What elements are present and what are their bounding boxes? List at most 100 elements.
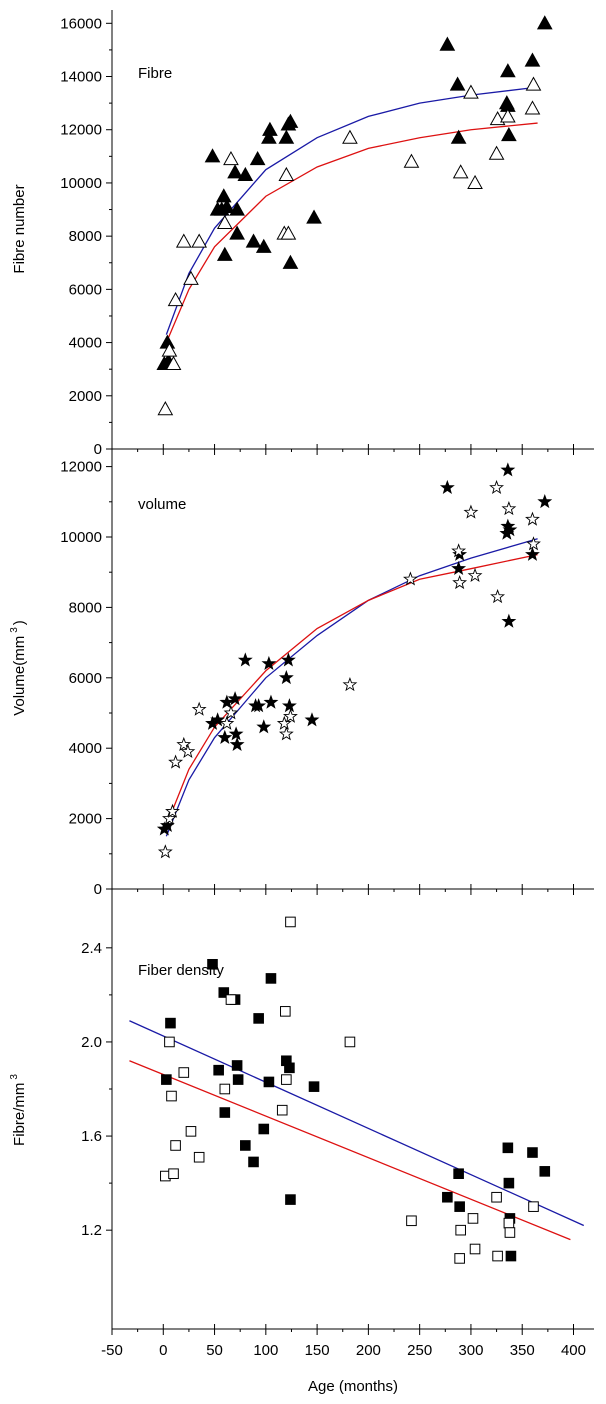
data-point-star-filled bbox=[263, 694, 279, 709]
data-point-star-filled bbox=[304, 712, 320, 727]
data-point-star-open bbox=[467, 567, 483, 583]
data-point-star-open bbox=[157, 844, 173, 859]
data-point-star-filled bbox=[280, 652, 296, 667]
data-point-star-open bbox=[525, 511, 540, 526]
data-point-triangle-open bbox=[463, 84, 479, 99]
y-tick-label: 12000 bbox=[60, 122, 102, 139]
data-point-square-filled bbox=[213, 1064, 224, 1076]
data-point-square-open bbox=[455, 1224, 466, 1236]
data-point-triangle-filled bbox=[216, 246, 233, 261]
data-point-star-open bbox=[452, 574, 468, 590]
data-point-triangle-open bbox=[280, 225, 297, 240]
data-point-square-filled bbox=[308, 1081, 320, 1092]
x-tick-label: 50 bbox=[206, 1342, 223, 1359]
data-point-square-filled bbox=[527, 1147, 538, 1158]
data-point-star-open bbox=[403, 571, 418, 586]
x-tick-label: 250 bbox=[407, 1342, 432, 1359]
data-point-square-open bbox=[285, 916, 296, 928]
y-tick-label: 14000 bbox=[60, 69, 102, 86]
data-point-star-filled bbox=[537, 493, 553, 509]
x-tick-label: 0 bbox=[159, 1342, 167, 1359]
data-point-square-filled bbox=[240, 1140, 251, 1151]
data-point-star-open bbox=[162, 810, 177, 825]
data-point-star-open bbox=[283, 708, 298, 723]
y-tick-label: 8000 bbox=[69, 228, 102, 245]
fit-line-1 bbox=[129, 1020, 585, 1227]
data-point-square-filled bbox=[207, 958, 218, 970]
data-point-triangle-filled bbox=[229, 201, 245, 216]
data-point-triangle-filled bbox=[262, 121, 278, 136]
data-point-star-open bbox=[501, 501, 517, 516]
chart-panel-2: 0 2000 4000 6000 8000 10000 12000 Volume(mm 3) vo… bbox=[9, 449, 594, 898]
data-point-triangle-open bbox=[525, 76, 542, 91]
y-tick-label: 0 bbox=[94, 881, 102, 898]
data-point-star-filled bbox=[439, 479, 455, 495]
data-point-triangle-filled bbox=[249, 150, 266, 166]
data-point-triangle-open bbox=[403, 153, 420, 168]
y-tick-label: 16000 bbox=[60, 15, 102, 32]
data-point-triangle-filled bbox=[500, 63, 516, 78]
data-point-triangle-open bbox=[216, 214, 233, 229]
data-point-square-open bbox=[185, 1126, 197, 1137]
data-point-square-filled bbox=[248, 1156, 259, 1168]
data-point-star-open bbox=[451, 543, 467, 558]
y-tick-label: 6000 bbox=[69, 670, 102, 687]
y-tick-label: 0 bbox=[94, 441, 102, 458]
data-point-triangle-filled bbox=[229, 225, 245, 240]
data-point-square-open bbox=[193, 1151, 205, 1163]
x-axis-title: Age (months) bbox=[308, 1378, 398, 1395]
y-tick-label: 2000 bbox=[69, 811, 102, 828]
y-tick-label: 2.4 bbox=[81, 940, 102, 957]
data-point-square-filled bbox=[502, 1142, 514, 1154]
data-point-triangle-filled bbox=[524, 52, 541, 67]
y-tick-label: 1.6 bbox=[81, 1128, 102, 1145]
data-point-square-filled bbox=[285, 1194, 296, 1205]
data-point-star-open bbox=[278, 726, 294, 741]
data-point-square-filled bbox=[453, 1168, 464, 1180]
data-point-triangle-open bbox=[524, 100, 541, 115]
data-point-square-filled bbox=[218, 987, 230, 998]
data-point-star-filled bbox=[210, 712, 226, 727]
panel-label: Fiber density bbox=[138, 962, 224, 979]
data-point-square-filled bbox=[231, 1060, 243, 1071]
data-point-triangle-open bbox=[452, 164, 469, 179]
data-point-star-open bbox=[463, 504, 479, 519]
data-point-triangle-filled bbox=[219, 198, 235, 213]
data-point-square-filled bbox=[503, 1177, 515, 1189]
data-point-square-filled bbox=[454, 1201, 465, 1212]
x-tick-label: 400 bbox=[561, 1342, 586, 1359]
data-point-square-open bbox=[280, 1006, 291, 1017]
data-point-triangle-filled bbox=[278, 129, 295, 144]
data-point-triangle-open bbox=[191, 233, 208, 248]
chart-panel-1: 0 2000 4000 6000 8000 10000 12000 14000 16000 Fib… bbox=[11, 10, 594, 458]
data-point-star-open bbox=[223, 705, 239, 720]
y-axis-title-text: Fibre/mm bbox=[11, 1083, 28, 1146]
data-point-star-open bbox=[191, 701, 207, 716]
y-axis-title-superscript: 3 bbox=[9, 1074, 20, 1080]
data-point-square-filled bbox=[265, 973, 277, 984]
data-point-triangle-filled bbox=[261, 129, 277, 144]
fit-line-2 bbox=[165, 122, 538, 343]
data-point-square-filled bbox=[165, 1017, 176, 1029]
data-point-star-filled bbox=[227, 691, 243, 706]
data-point-star-filled bbox=[261, 655, 277, 671]
data-point-triangle-filled bbox=[306, 209, 322, 224]
data-point-star-open bbox=[526, 536, 541, 551]
data-point-triangle-open bbox=[278, 166, 295, 182]
data-point-triangle-filled bbox=[449, 76, 466, 91]
data-point-star-filled bbox=[281, 698, 297, 713]
data-point-triangle-filled bbox=[282, 113, 299, 128]
y-axis-title: Fibre number bbox=[11, 184, 28, 273]
data-point-square-open bbox=[225, 994, 237, 1005]
data-point-triangle-open bbox=[183, 270, 199, 285]
y-tick-label: 2.0 bbox=[81, 1034, 102, 1051]
data-point-triangle-open bbox=[467, 174, 483, 190]
data-point-square-filled bbox=[442, 1191, 453, 1203]
data-point-star-open bbox=[180, 743, 196, 759]
data-point-triangle-open bbox=[488, 145, 505, 160]
data-point-square-filled bbox=[253, 1013, 264, 1024]
y-tick-label: 10000 bbox=[60, 175, 102, 192]
data-point-triangle-open bbox=[167, 291, 184, 307]
data-point-square-open bbox=[166, 1090, 177, 1102]
